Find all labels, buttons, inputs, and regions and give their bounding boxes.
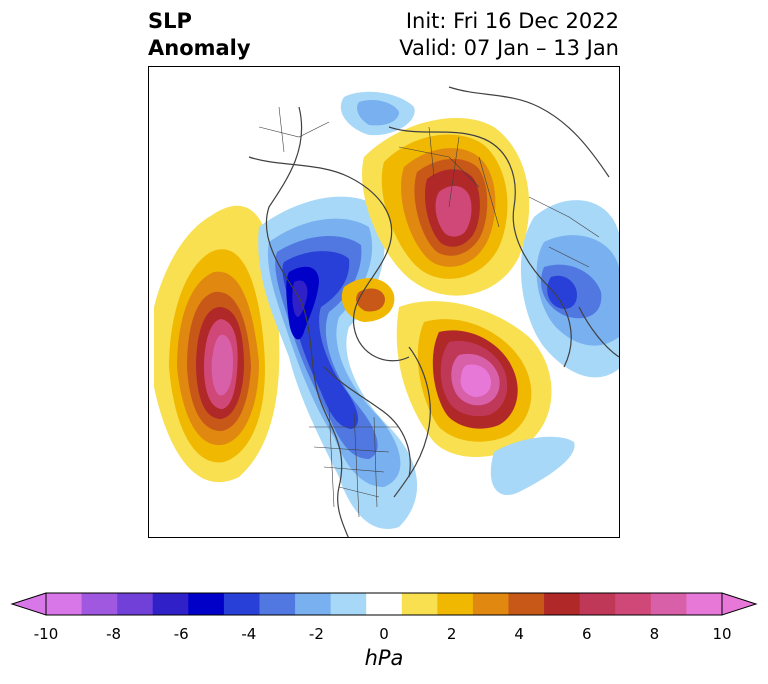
colorbar-segments	[46, 593, 723, 615]
colorbar-tick-label: 10	[712, 625, 732, 643]
colorbar-segment	[152, 593, 189, 615]
country-borders	[258, 106, 600, 518]
colorbar-segment	[259, 593, 296, 615]
colorbar-segment	[330, 593, 367, 615]
map-title: SLP Anomaly	[148, 8, 251, 62]
colorbar	[10, 592, 758, 616]
colorbar-tick-label: 4	[514, 625, 524, 643]
coastlines	[248, 86, 619, 537]
slp-anomaly-map	[148, 66, 620, 538]
colorbar-tick-label: -8	[106, 625, 122, 643]
colorbar-outline	[45, 592, 723, 616]
colorbar-tick-label: -10	[33, 625, 59, 643]
colorbar-tick-label: 0	[379, 625, 389, 643]
colorbar-segment	[615, 593, 652, 615]
colorbar-segment	[401, 593, 438, 615]
colorbar-segment	[295, 593, 332, 615]
atlantic-low-anomaly	[490, 436, 575, 496]
colorbar-segment	[366, 593, 403, 615]
colorbar-segment	[686, 593, 723, 615]
colorbar-segment	[508, 593, 545, 615]
colorbar-segment	[472, 593, 510, 615]
colorbar-segment	[46, 593, 83, 615]
atlantic-high-anomaly	[396, 301, 552, 457]
title-line-2: Anomaly	[148, 36, 251, 60]
colorbar-tick-label: -4	[241, 625, 257, 643]
colorbar-tick-label: -2	[308, 625, 324, 643]
colorbar-segment	[223, 593, 260, 615]
date-info: Init: Fri 16 Dec 2022 Valid: 07 Jan – 13…	[399, 8, 619, 62]
colorbar-tick-label: 2	[446, 625, 457, 643]
anomaly-field	[154, 86, 619, 537]
colorbar-segment	[81, 593, 118, 615]
colorbar-extend-right	[721, 592, 758, 616]
colorbar-segment	[650, 593, 687, 615]
colorbar-segment	[188, 593, 225, 615]
title-line-1: SLP	[148, 9, 192, 33]
colorbar-units: hPa	[364, 646, 404, 670]
colorbar-tick-label: 8	[649, 625, 660, 643]
colorbar-segment	[544, 593, 581, 615]
europe-low-anomaly	[340, 91, 415, 136]
pacific-high-anomaly	[154, 205, 280, 483]
colorbar-tick-label: 6	[582, 625, 592, 643]
colorbar-segment	[117, 593, 154, 615]
init-date: Init: Fri 16 Dec 2022	[405, 9, 619, 33]
colorbar-segment	[437, 593, 474, 615]
valid-range: Valid: 07 Jan – 13 Jan	[399, 36, 619, 60]
eurasia-high-anomaly	[362, 118, 530, 296]
colorbar-tick-label: -6	[173, 625, 189, 643]
colorbar-segment	[579, 593, 616, 615]
colorbar-extend-left	[10, 592, 47, 616]
